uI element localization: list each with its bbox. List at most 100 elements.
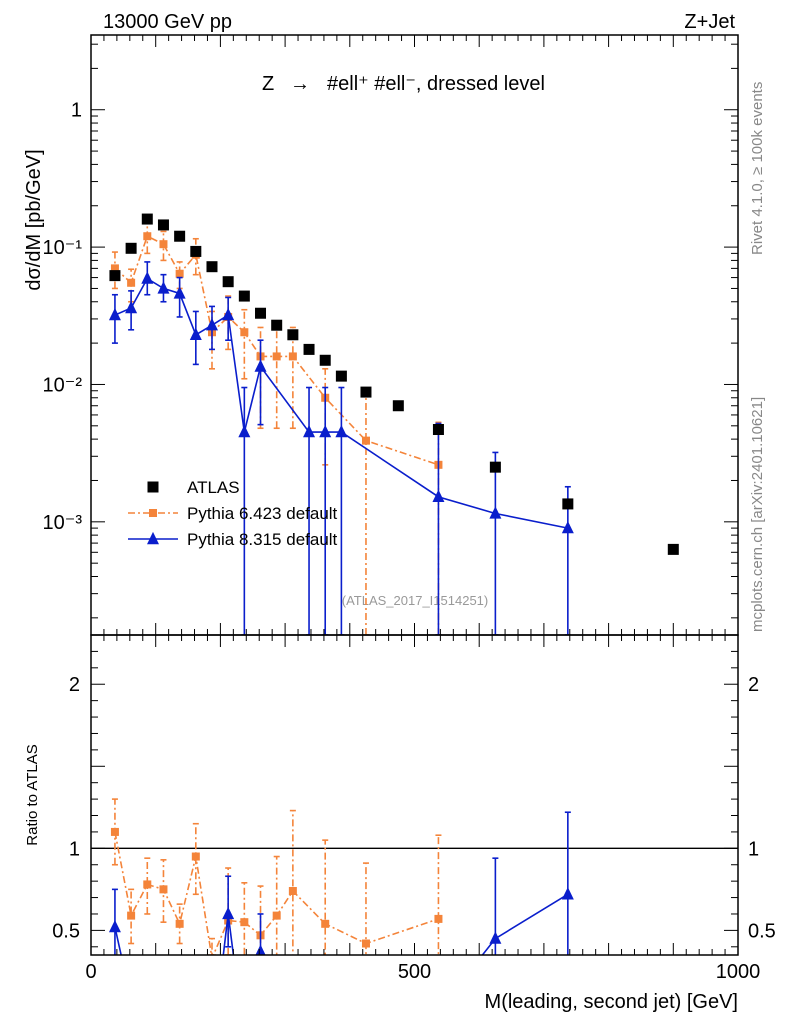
ratio-pythia6-errorbar <box>289 809 296 955</box>
atlas-point <box>562 498 574 510</box>
ratio-panel-data <box>91 798 738 955</box>
pythia8-errorbar <box>564 485 571 635</box>
atlas-point <box>360 386 372 398</box>
legend-label: Pythia 6.423 default <box>187 504 338 523</box>
ratio-y-axis-label: Ratio to ATLAS <box>24 744 41 845</box>
ratio-pythia6-errorbar <box>128 888 135 945</box>
pythia8-errorbar <box>257 339 264 426</box>
ratio-pythia8-line-segment-0 <box>114 926 122 955</box>
pythia8-point <box>561 520 574 534</box>
legend-marker <box>147 481 159 493</box>
atlas-point <box>238 290 250 302</box>
ratio-pythia6-point <box>321 919 330 928</box>
title-z: Z <box>262 73 274 95</box>
atlas-point <box>141 213 153 225</box>
atlas-point <box>157 219 169 231</box>
ratio-pythia6-point <box>175 919 184 928</box>
ratio-pythia6-errorbar <box>144 857 151 915</box>
x-axis-label: M(leading, second jet) [GeV] <box>485 991 738 1013</box>
pythia8-point <box>205 318 218 331</box>
atlas-point <box>335 370 347 382</box>
atlas-point <box>319 354 331 366</box>
pythia6-point <box>240 328 249 337</box>
title-arrow: → <box>290 73 310 95</box>
legend-label: ATLAS <box>187 478 240 497</box>
ratio-y-tick-label-left: 1 <box>69 838 80 860</box>
legend-entry: ATLAS <box>147 478 240 497</box>
ratio-pythia6-point <box>434 914 443 923</box>
ratio-pythia8-point <box>489 931 502 944</box>
ratio-pythia6-errorbar <box>322 839 329 955</box>
x-tick-label: 1000 <box>716 961 761 983</box>
ratio-pythia6-errorbar <box>241 881 248 955</box>
legend: ATLAS Pythia 6.423 default Pythia 8.315 de… <box>128 478 338 549</box>
pythia8-point <box>125 300 138 314</box>
ratio-pythia8-point <box>255 944 266 955</box>
pythia6-point <box>175 269 184 278</box>
pythia6-errorbar <box>273 326 280 430</box>
pythia8-point <box>173 286 186 299</box>
axes: 0 500 1000 1 10⁻¹ 10⁻² 10⁻³ 0.5 0.5 1 1 2 2 <box>43 34 776 983</box>
x-tick-label: 0 <box>85 961 96 983</box>
atlas-point <box>271 319 283 331</box>
ratio-pythia8-point <box>108 919 121 933</box>
atlas-point <box>287 329 299 341</box>
pythia8-errorbar <box>435 422 442 635</box>
ratio-pythia6-point <box>127 911 136 920</box>
ratio-y-tick-label-right: 2 <box>748 674 759 696</box>
ratio-pythia8-line-segment-3 <box>481 893 569 955</box>
pythia8-point <box>489 506 502 519</box>
ratio-pythia6-errorbar <box>362 862 369 955</box>
title-rest: #ell⁺ #ell⁻, dressed level <box>327 73 545 95</box>
pythia6-errorbar <box>241 308 248 380</box>
analysis-id: (ATLAS_2017_I1514251) <box>342 593 488 608</box>
y-tick-label: 1 <box>71 100 82 122</box>
ratio-y-tick-label-left: 2 <box>69 674 80 696</box>
ratio-pythia8-point <box>222 906 235 920</box>
pythia6-errorbar <box>160 230 167 262</box>
pythia8-point <box>335 424 348 438</box>
pythia6-line <box>114 235 439 466</box>
ratio-pythia6-point <box>288 887 297 895</box>
ratio-pythia8-line-segment-2 <box>259 951 262 955</box>
pythia6-point <box>288 352 297 361</box>
pythia6-point <box>110 264 119 273</box>
pythia6-point <box>159 240 168 249</box>
atlas-point <box>174 230 186 242</box>
x-tick-label: 500 <box>398 961 431 983</box>
ratio-pythia6-point <box>159 885 168 894</box>
atlas-point <box>109 270 121 282</box>
pythia8-point <box>432 489 445 503</box>
atlas-point <box>489 461 501 473</box>
atlas-point <box>667 543 679 555</box>
energy-label: 13000 GeV pp <box>103 11 232 33</box>
pythia8-point <box>319 424 332 438</box>
pythia8-point <box>303 424 316 438</box>
y-axis-label: dσ/dM [pb/GeV] <box>23 149 45 290</box>
ratio-y-tick-label-right: 0.5 <box>748 920 776 942</box>
legend-label: Pythia 8.315 default <box>187 530 338 549</box>
pythia8-point <box>238 424 251 438</box>
ratio-pythia6-point <box>240 918 249 927</box>
atlas-point <box>392 400 404 412</box>
rivet-label: Rivet 4.1.0, ≥ 100k events <box>749 82 766 255</box>
pythia6-point <box>272 352 281 361</box>
legend-entry: Pythia 8.315 default <box>128 530 338 549</box>
ratio-pythia8-errorbar <box>564 811 571 955</box>
pythia6-point <box>143 232 152 241</box>
atlas-point <box>206 261 218 273</box>
pythia8-point <box>222 307 235 321</box>
atlas-point <box>125 242 137 254</box>
ratio-pythia6-point <box>272 911 281 920</box>
process-label: Z+Jet <box>684 11 735 33</box>
ratio-frame <box>90 634 739 956</box>
atlas-point <box>303 343 315 355</box>
pythia6-point <box>127 278 136 287</box>
ratio-y-tick-label-right: 1 <box>748 838 759 860</box>
legend-marker <box>147 531 159 545</box>
ratio-pythia6-point <box>191 852 200 861</box>
ratio-pythia6-errorbar <box>208 937 215 955</box>
ratio-pythia6-point <box>361 939 370 948</box>
ratio-pythia6-point <box>110 827 119 836</box>
